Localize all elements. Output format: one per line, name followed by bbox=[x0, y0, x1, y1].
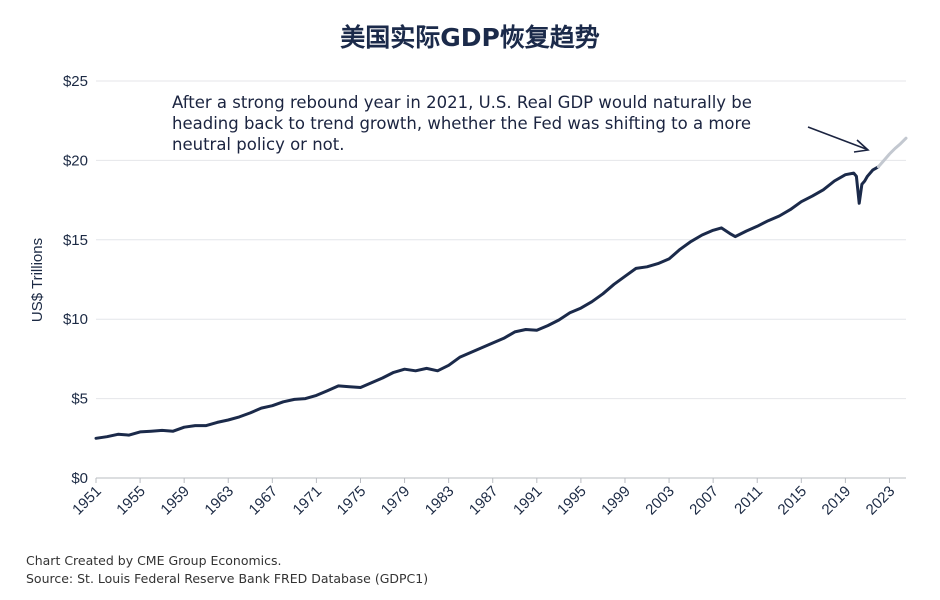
y-tick-label: $0 bbox=[71, 470, 88, 487]
series-line-trend bbox=[876, 136, 908, 169]
x-tick-labels: 1951 1955 1959 1963 1967 1971 1975 1979 1983 1987… bbox=[69, 478, 898, 518]
y-tick-labels: $0 $5 $10 $15 $20 $25 bbox=[63, 73, 88, 487]
chart-annotation: After a strong rebound year in 2021, U.S… bbox=[172, 93, 752, 154]
x-tick-label: 1971 bbox=[290, 483, 326, 519]
x-tick-label: 2015 bbox=[775, 483, 811, 519]
x-tick-label: 1951 bbox=[69, 483, 105, 519]
y-tick-label: $5 bbox=[71, 391, 88, 408]
x-tick-label: 1995 bbox=[554, 483, 590, 519]
x-tick-label: 1979 bbox=[378, 483, 414, 519]
x-tick-label: 1955 bbox=[113, 483, 149, 519]
x-tick-label: 1963 bbox=[201, 483, 237, 519]
series-lines bbox=[94, 136, 908, 440]
y-tick-label: $20 bbox=[63, 152, 88, 169]
x-tick-label: 2007 bbox=[686, 483, 722, 519]
chart-title: 美国实际GDP恢复趋势 bbox=[340, 23, 600, 52]
chart-footer: Chart Created by CME Group Economics. So… bbox=[26, 552, 428, 588]
footer-source: Source: St. Louis Federal Reserve Bank F… bbox=[26, 571, 429, 586]
x-tick-label: 1987 bbox=[466, 483, 502, 519]
grid-lines bbox=[96, 80, 906, 479]
y-tick-label: $25 bbox=[63, 73, 88, 90]
x-tick-label: 1991 bbox=[510, 483, 546, 519]
y-tick-label: $15 bbox=[63, 232, 88, 249]
series-line-actual bbox=[94, 165, 880, 440]
x-tick-label: 1983 bbox=[422, 483, 458, 519]
x-tick-label: 1967 bbox=[246, 483, 282, 519]
y-tick-label: $10 bbox=[63, 311, 88, 328]
x-tick-label: 2019 bbox=[819, 483, 855, 519]
x-tick-label: 1999 bbox=[598, 483, 634, 519]
x-tick-label: 2003 bbox=[642, 483, 678, 519]
annotation-arrow bbox=[807, 126, 870, 153]
x-tick-label: 1975 bbox=[334, 483, 370, 519]
x-tick-label: 2011 bbox=[731, 483, 766, 518]
y-axis-label: US$ Trillions bbox=[29, 238, 46, 322]
footer-credit: Chart Created by CME Group Economics. bbox=[26, 553, 282, 568]
x-tick-label: 1959 bbox=[157, 483, 193, 519]
x-tick-label: 2023 bbox=[863, 483, 899, 519]
